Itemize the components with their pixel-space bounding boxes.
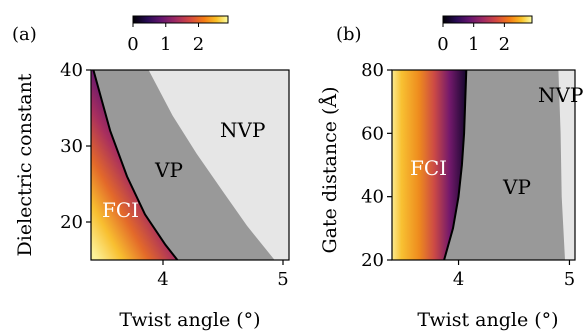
colorbar-a: 0 1 2	[127, 15, 229, 55]
region-label-fci-a: FCI	[102, 198, 139, 222]
y-tick-label: 20	[361, 250, 384, 271]
panel-b-label: (b)	[336, 24, 362, 45]
x-tick-label: 4	[453, 269, 464, 290]
y-axis-label-a: Dielectric constant	[14, 73, 36, 256]
x-axis-label-b: Twist angle (°)	[417, 309, 558, 331]
region-label-nvp-a: NVP	[220, 118, 265, 142]
panel-a-label: (a)	[12, 24, 37, 45]
colorbar-tick-label: 1	[160, 34, 171, 55]
region-fci-a	[91, 70, 178, 260]
axes-frame-b	[391, 69, 576, 261]
fci-vp-boundary-a	[92, 70, 179, 260]
y-tick-label: 20	[60, 212, 83, 233]
x-tick-label: 5	[277, 269, 288, 290]
colorbar-tick-label: 2	[193, 34, 204, 55]
region-label-fci-b: FCI	[410, 156, 447, 180]
region-label-nvp-b: NVP	[538, 83, 583, 107]
region-fci-b	[392, 70, 467, 260]
y-ticks-b: 20 40 60 80	[361, 60, 392, 271]
region-label-vp-a: VP	[154, 158, 183, 182]
colorbar-b-gradient	[442, 15, 533, 24]
axes-frame-a	[90, 69, 290, 261]
x-axis-label-a: Twist angle (°)	[119, 309, 260, 331]
x-tick-label: 5	[564, 269, 575, 290]
y-tick-label: 60	[361, 123, 384, 144]
colorbar-tick-label: 0	[437, 34, 448, 55]
colorbar-tick-label: 2	[499, 34, 510, 55]
colorbar-tick-label: 0	[127, 34, 138, 55]
y-tick-label: 80	[361, 60, 384, 81]
x-tick-label: 4	[157, 269, 168, 290]
colorbar-tick-label: 1	[468, 34, 479, 55]
y-tick-label: 40	[361, 187, 384, 208]
y-axis-label-b: Gate distance (Å)	[319, 86, 341, 253]
colorbar-a-ticks: 0 1 2	[127, 23, 204, 55]
region-label-vp-b: VP	[502, 175, 531, 199]
fci-vp-boundary-b	[443, 70, 468, 260]
plot-area-b	[392, 70, 575, 260]
y-tick-label: 30	[60, 136, 83, 157]
plot-area-a	[91, 70, 289, 260]
y-tick-label: 40	[60, 60, 83, 81]
colorbar-a-gradient	[132, 15, 229, 24]
y-ticks-a: 20 30 40	[60, 60, 91, 233]
